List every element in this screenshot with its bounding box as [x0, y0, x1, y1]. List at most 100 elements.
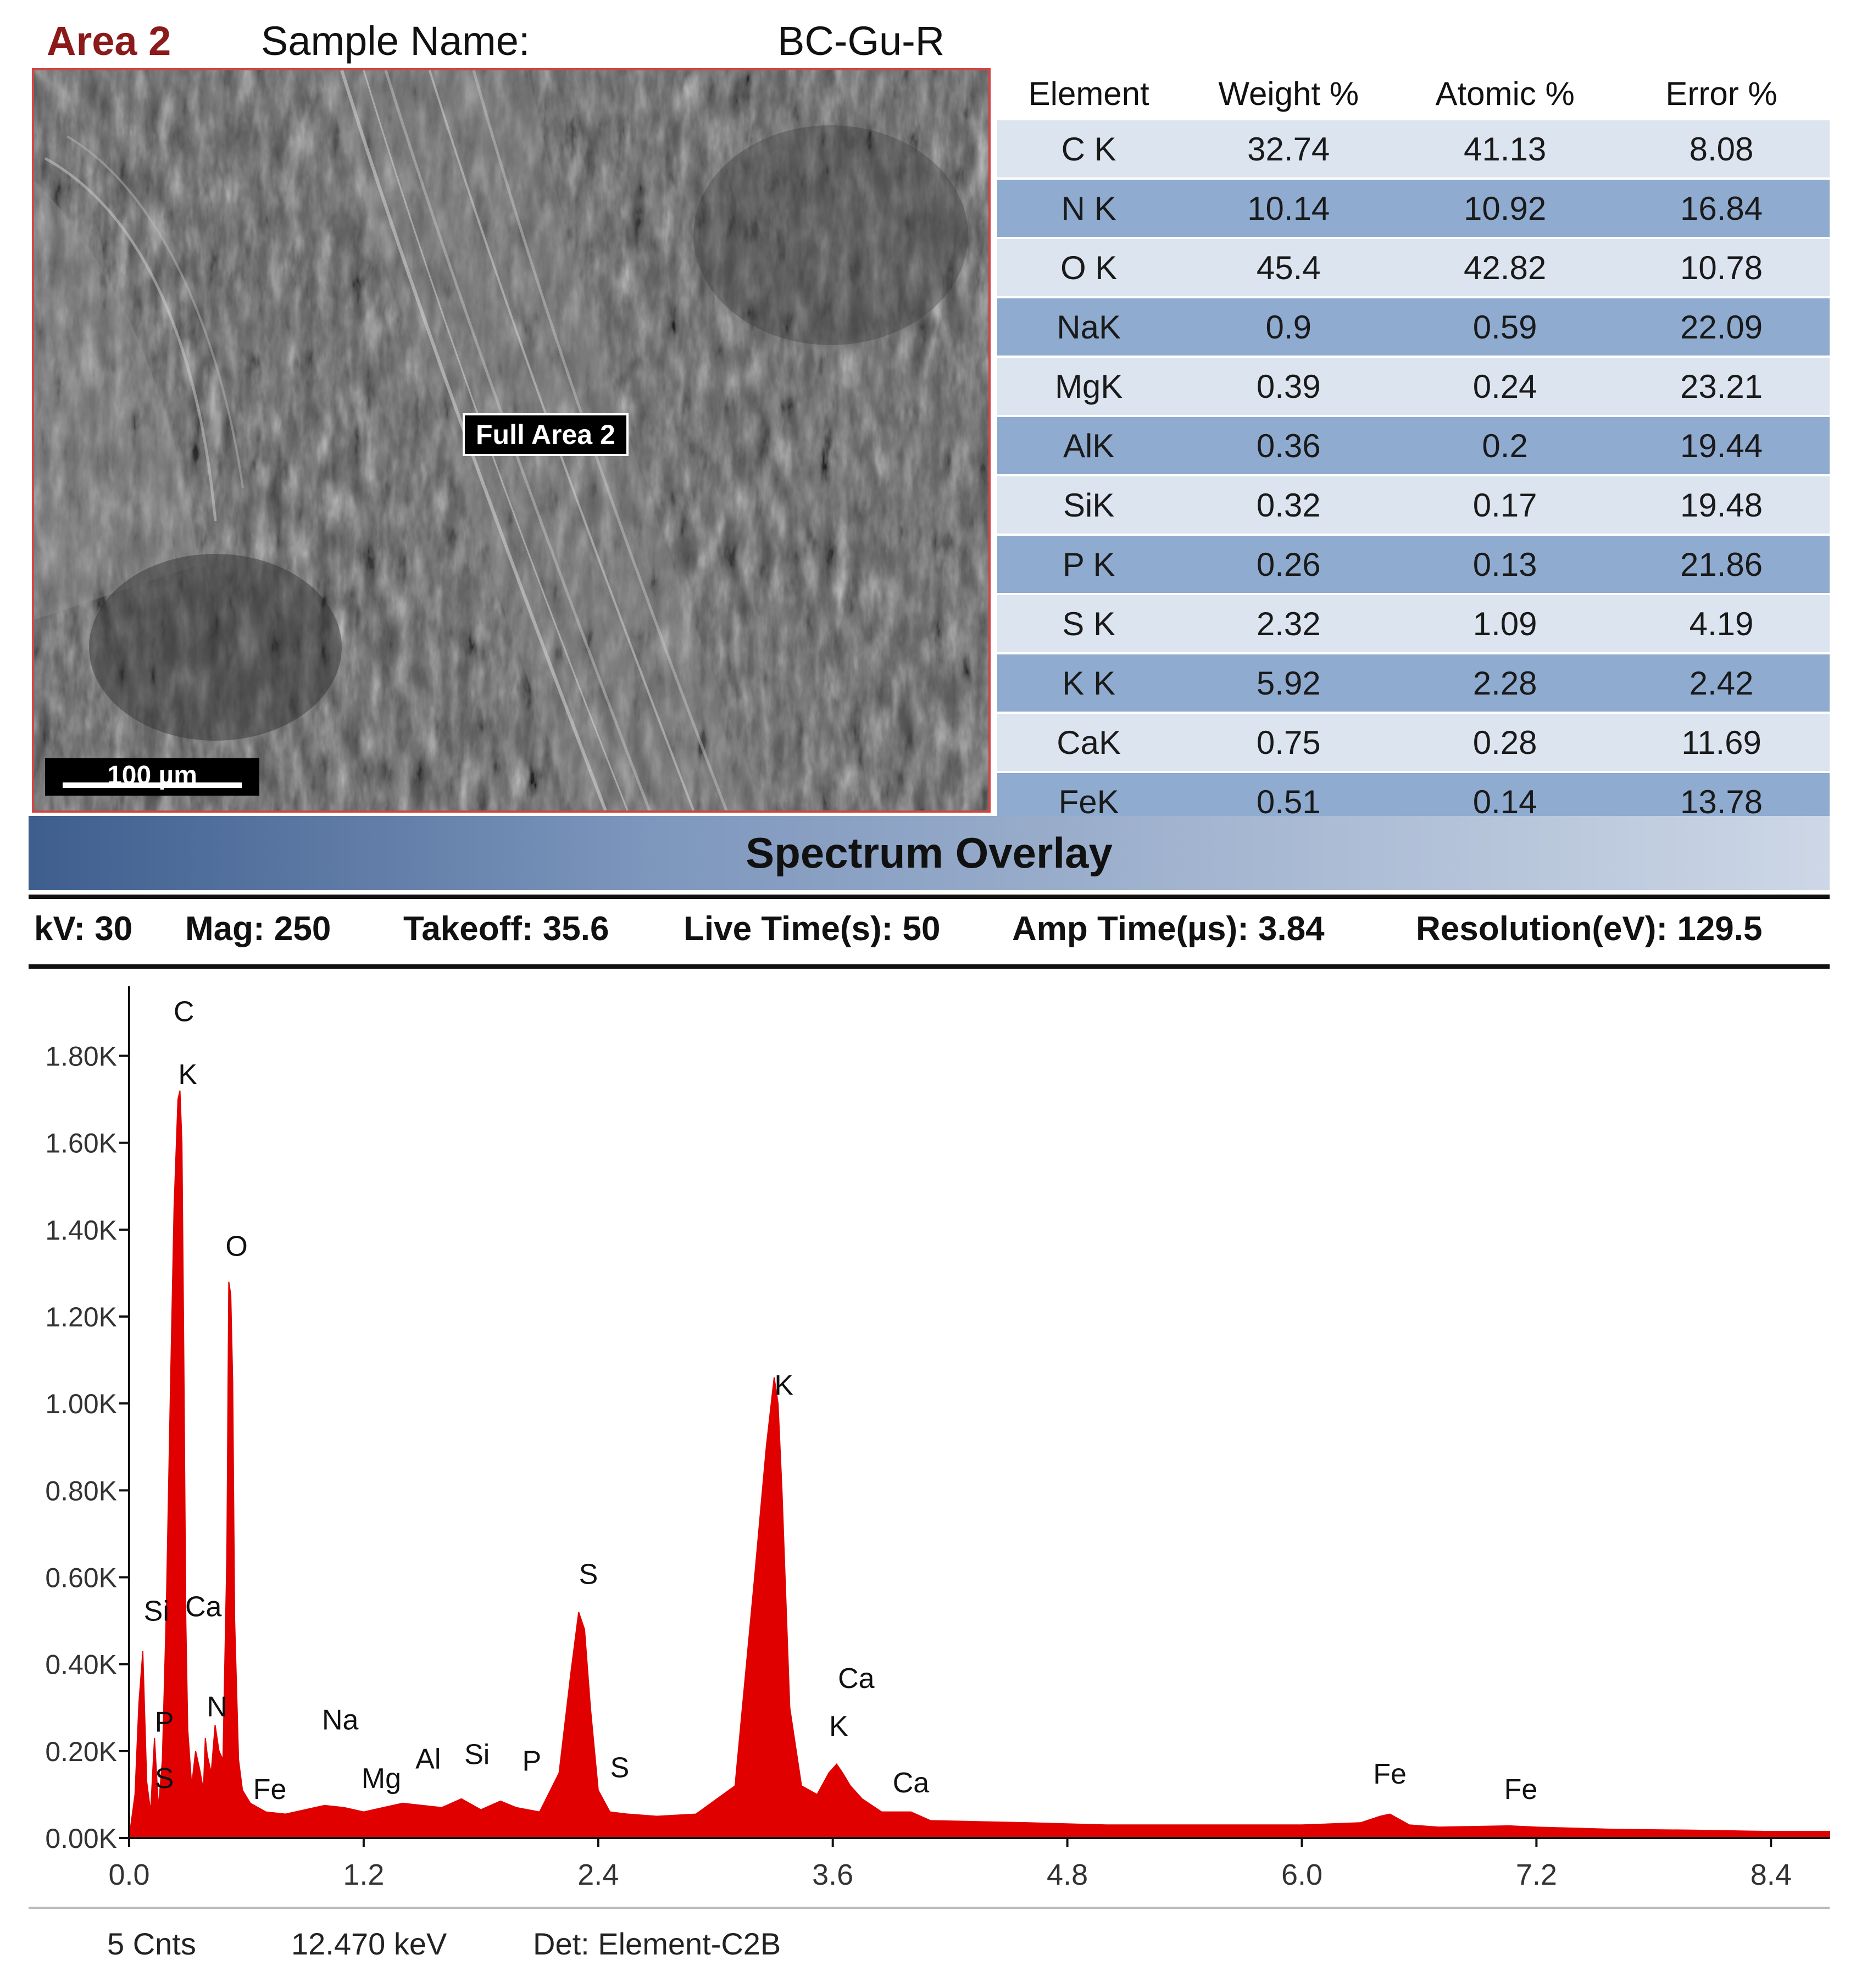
peak-label: Si [464, 1739, 490, 1771]
cell-weight: 0.75 [1180, 713, 1397, 772]
spectrum-overlay-bar: Spectrum Overlay [29, 816, 1830, 890]
y-tick-label: 1.80K [45, 1041, 117, 1072]
peak-label: Fe [1373, 1758, 1407, 1790]
table-row: CaK 0.75 0.28 11.69 [997, 713, 1830, 772]
column-header-weight: Weight % [1180, 69, 1397, 119]
area-label: Area 2 [47, 18, 171, 64]
x-tick-label: 1.2 [343, 1858, 384, 1891]
y-tick-label: 0.20K [45, 1736, 117, 1767]
cell-error: 19.48 [1613, 475, 1830, 535]
y-tick-label: 0.60K [45, 1563, 117, 1593]
table-row: AlK 0.36 0.2 19.44 [997, 416, 1830, 475]
footer-counts: 5 Cnts [107, 1926, 196, 1961]
cell-weight: 10.14 [1180, 179, 1397, 238]
x-tick-label: 4.8 [1047, 1858, 1088, 1891]
y-tick-label: 0.80K [45, 1475, 117, 1506]
spectrum-series [128, 1090, 1830, 1839]
cell-error: 4.19 [1613, 594, 1830, 653]
footer-energy: 12.470 keV [291, 1926, 447, 1961]
edx-spectrum-chart: 0.00K 0.20K 0.40K 0.60K 0.80K 1.00K 1.20K 1.40K… [45, 986, 1830, 1891]
table-row: P K 0.26 0.13 21.86 [997, 535, 1830, 594]
peak-label: Mg [362, 1763, 401, 1795]
cell-element: P K [997, 535, 1181, 594]
table-row: O K 45.4 42.82 10.78 [997, 238, 1830, 297]
param-takeoff: Takeoff: 35.6 [403, 910, 609, 948]
peak-label: Al [415, 1743, 441, 1775]
peak-label: Ca [185, 1591, 222, 1623]
cell-atomic: 0.59 [1397, 297, 1614, 357]
cell-atomic: 0.28 [1397, 713, 1614, 772]
table-row: K K 5.92 2.28 2.42 [997, 653, 1830, 713]
table-row: MgK 0.39 0.24 23.21 [997, 357, 1830, 416]
cell-element: SiK [997, 475, 1181, 535]
x-axis-ticks: 0.0 1.2 2.4 3.6 4.8 6.0 7.2 8.4 [108, 1838, 1792, 1891]
cell-element: AlK [997, 416, 1181, 475]
cell-error: 11.69 [1613, 713, 1830, 772]
peak-label: K [829, 1711, 848, 1742]
divider [29, 964, 1830, 969]
spectrum-overlay-title: Spectrum Overlay [746, 829, 1113, 877]
sem-micrograph: Full Area 2 100 µm [32, 68, 991, 813]
x-tick-label: 0.0 [108, 1858, 149, 1891]
column-header-error: Error % [1613, 69, 1830, 119]
cell-weight: 45.4 [1180, 238, 1397, 297]
peak-label: Fe [253, 1774, 287, 1806]
scale-bar: 100 µm [45, 758, 259, 796]
peak-label: P [522, 1745, 541, 1777]
cell-element: NaK [997, 297, 1181, 357]
peak-label: Si [144, 1596, 169, 1628]
y-axis-ticks: 0.00K 0.20K 0.40K 0.60K 0.80K 1.00K 1.20K 1.40K… [45, 1041, 129, 1854]
table-row: C K 32.74 41.13 8.08 [997, 119, 1830, 179]
peak-label: Ca [893, 1767, 930, 1799]
cell-atomic: 0.13 [1397, 535, 1614, 594]
cell-weight: 0.32 [1180, 475, 1397, 535]
cell-atomic: 2.28 [1397, 653, 1614, 713]
column-header-element: Element [997, 69, 1181, 119]
acquisition-parameters: kV: 30 Mag: 250 Takeoff: 35.6 Live Time(… [29, 904, 1830, 964]
param-live-time: Live Time(s): 50 [684, 910, 941, 948]
cell-element: O K [997, 238, 1181, 297]
cell-element: CaK [997, 713, 1181, 772]
param-resolution: Resolution(eV): 129.5 [1416, 910, 1763, 948]
cell-atomic: 10.92 [1397, 179, 1614, 238]
param-mag: Mag: 250 [185, 910, 331, 948]
cell-weight: 5.92 [1180, 653, 1397, 713]
cell-error: 19.44 [1613, 416, 1830, 475]
cell-error: 22.09 [1613, 297, 1830, 357]
cell-error: 2.42 [1613, 653, 1830, 713]
cell-error: 21.86 [1613, 535, 1830, 594]
param-amp-time: Amp Time(µs): 3.84 [1012, 910, 1325, 948]
cell-atomic: 0.17 [1397, 475, 1614, 535]
divider [29, 1907, 1830, 1909]
cell-error: 23.21 [1613, 357, 1830, 416]
scale-bar-line [63, 782, 242, 788]
cell-weight: 2.32 [1180, 594, 1397, 653]
peak-label: S [610, 1752, 630, 1784]
y-tick-label: 0.00K [45, 1823, 117, 1854]
cell-weight: 0.39 [1180, 357, 1397, 416]
y-tick-label: 1.20K [45, 1302, 117, 1332]
peak-label: S [579, 1558, 598, 1590]
peak-label: K [178, 1059, 197, 1091]
peak-label: Ca [838, 1663, 875, 1695]
peak-label: K [774, 1369, 793, 1401]
cell-atomic: 0.2 [1397, 416, 1614, 475]
peak-label: N [207, 1691, 227, 1723]
cell-error: 10.78 [1613, 238, 1830, 297]
column-header-atomic: Atomic % [1397, 69, 1614, 119]
table-row: SiK 0.32 0.17 19.48 [997, 475, 1830, 535]
region-label: Full Area 2 [463, 413, 629, 456]
cell-weight: 0.26 [1180, 535, 1397, 594]
cell-weight: 0.9 [1180, 297, 1397, 357]
cell-weight: 0.36 [1180, 416, 1397, 475]
sample-name-label: Sample Name: [261, 18, 530, 64]
peak-label: C [174, 996, 195, 1028]
cell-atomic: 0.24 [1397, 357, 1614, 416]
cell-atomic: 1.09 [1397, 594, 1614, 653]
cell-element: MgK [997, 357, 1181, 416]
x-tick-label: 8.4 [1751, 1858, 1792, 1891]
cell-error: 8.08 [1613, 119, 1830, 179]
cell-element: N K [997, 179, 1181, 238]
x-tick-label: 7.2 [1516, 1858, 1557, 1891]
